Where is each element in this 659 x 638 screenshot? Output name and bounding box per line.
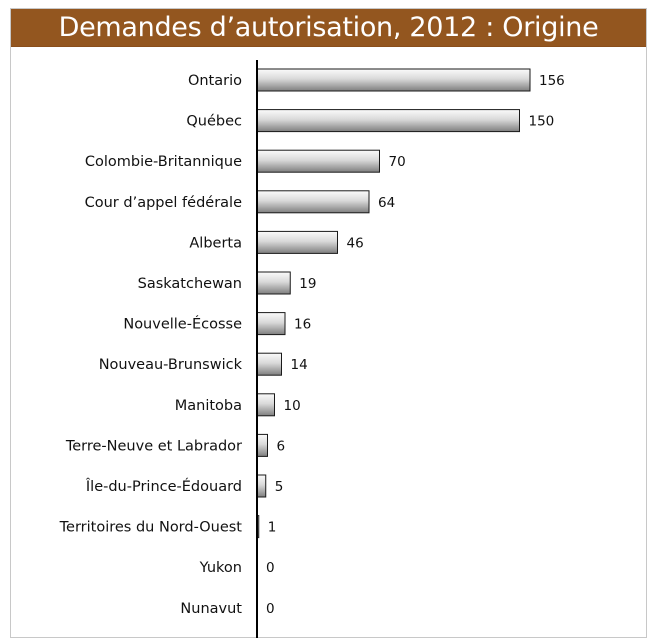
value-label-quebec: 150	[529, 114, 555, 130]
category-label-ile-du-prince-edouard: Île-du-Prince-Édouard	[85, 477, 242, 495]
category-label-group: Ontario Québec Colombie-Britannique Cour d’…	[59, 73, 243, 617]
category-label-nouvelle-ecosse: Nouvelle-Écosse	[123, 316, 242, 333]
category-label-territoires-du-nord-ouest: Territoires du Nord-Ouest	[59, 520, 243, 536]
category-label-terre-neuve-et-labrador: Terre-Neuve et Labrador	[65, 438, 242, 454]
category-label-ontario: Ontario	[188, 73, 242, 89]
value-label-territoires-du-nord-ouest: 1	[268, 520, 277, 536]
bar-manitoba	[256, 393, 275, 417]
bar-alberta	[256, 230, 338, 254]
bar-quebec	[256, 109, 520, 133]
value-label-colombie-britannique: 70	[389, 154, 406, 170]
bar-colombie-britannique	[256, 149, 380, 173]
value-label-ile-du-prince-edouard: 5	[275, 479, 284, 495]
category-label-cour-d-appel-federale: Cour d’appel fédérale	[85, 195, 242, 211]
chart-title: Demandes d’autorisation, 2012 : Origine	[11, 9, 646, 46]
category-label-manitoba: Manitoba	[175, 398, 242, 414]
value-label-manitoba: 10	[284, 398, 301, 414]
value-label-nunavut: 0	[266, 601, 275, 617]
value-label-ontario: 156	[539, 73, 565, 89]
value-label-yukon: 0	[266, 560, 275, 576]
value-label-alberta: 46	[347, 235, 364, 251]
value-label-cour-d-appel-federale: 64	[378, 195, 395, 211]
category-label-nunavut: Nunavut	[180, 601, 242, 617]
value-label-terre-neuve-et-labrador: 6	[277, 438, 286, 454]
category-label-alberta: Alberta	[189, 235, 242, 251]
title-rule	[11, 46, 646, 47]
category-label-quebec: Québec	[186, 114, 242, 130]
bar-group	[256, 68, 531, 539]
bar-nouveau-brunswick	[256, 352, 282, 376]
value-label-nouveau-brunswick: 14	[291, 357, 308, 373]
bar-nouvelle-ecosse	[256, 312, 286, 336]
value-label-nouvelle-ecosse: 16	[294, 317, 311, 333]
bar-cour-d-appel-federale	[256, 190, 370, 214]
category-label-colombie-britannique: Colombie-Britannique	[85, 154, 242, 170]
value-label-saskatchewan: 19	[299, 276, 316, 292]
bar-terre-neuve-et-labrador	[256, 433, 268, 457]
bar-saskatchewan	[256, 271, 291, 295]
category-label-yukon: Yukon	[199, 560, 242, 576]
bar-ontario	[256, 68, 531, 92]
bar-ile-du-prince-edouard	[256, 474, 267, 498]
category-label-nouveau-brunswick: Nouveau-Brunswick	[99, 357, 243, 373]
category-label-saskatchewan: Saskatchewan	[138, 276, 242, 292]
